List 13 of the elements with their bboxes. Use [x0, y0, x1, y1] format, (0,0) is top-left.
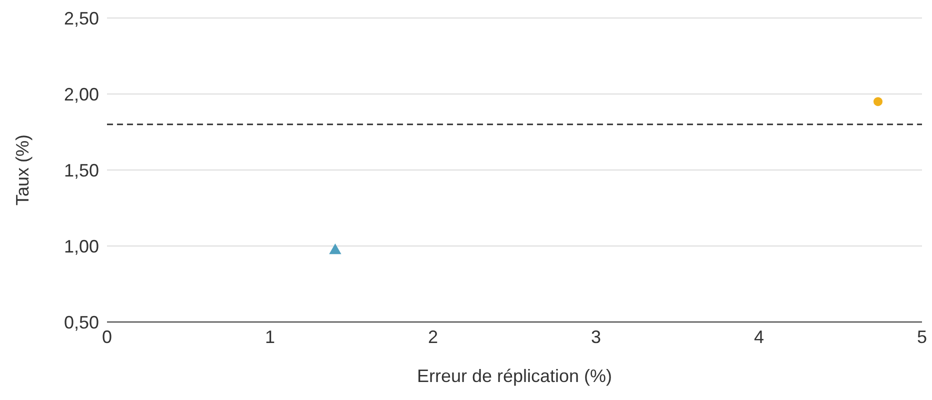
x-tick-label: 3 [590, 326, 602, 347]
y-tick-label: 2,50 [64, 8, 99, 28]
x-tick-label: 2 [428, 326, 438, 347]
y-tick-label: 2,00 [64, 84, 99, 104]
x-tick-label: 1 [264, 326, 276, 347]
x-tick-label: 0 [102, 326, 112, 347]
y-axis-title: Taux (%) [12, 134, 32, 206]
x-axis-title: Erreur de réplication (%) [416, 366, 612, 386]
x-tick-label: 5 [916, 326, 928, 347]
y-tick-label: 1,50 [64, 160, 99, 180]
x-tick-label: 4 [754, 326, 764, 347]
y-tick-label: 0,50 [64, 312, 99, 332]
y-tick-label: 1,00 [64, 236, 99, 256]
